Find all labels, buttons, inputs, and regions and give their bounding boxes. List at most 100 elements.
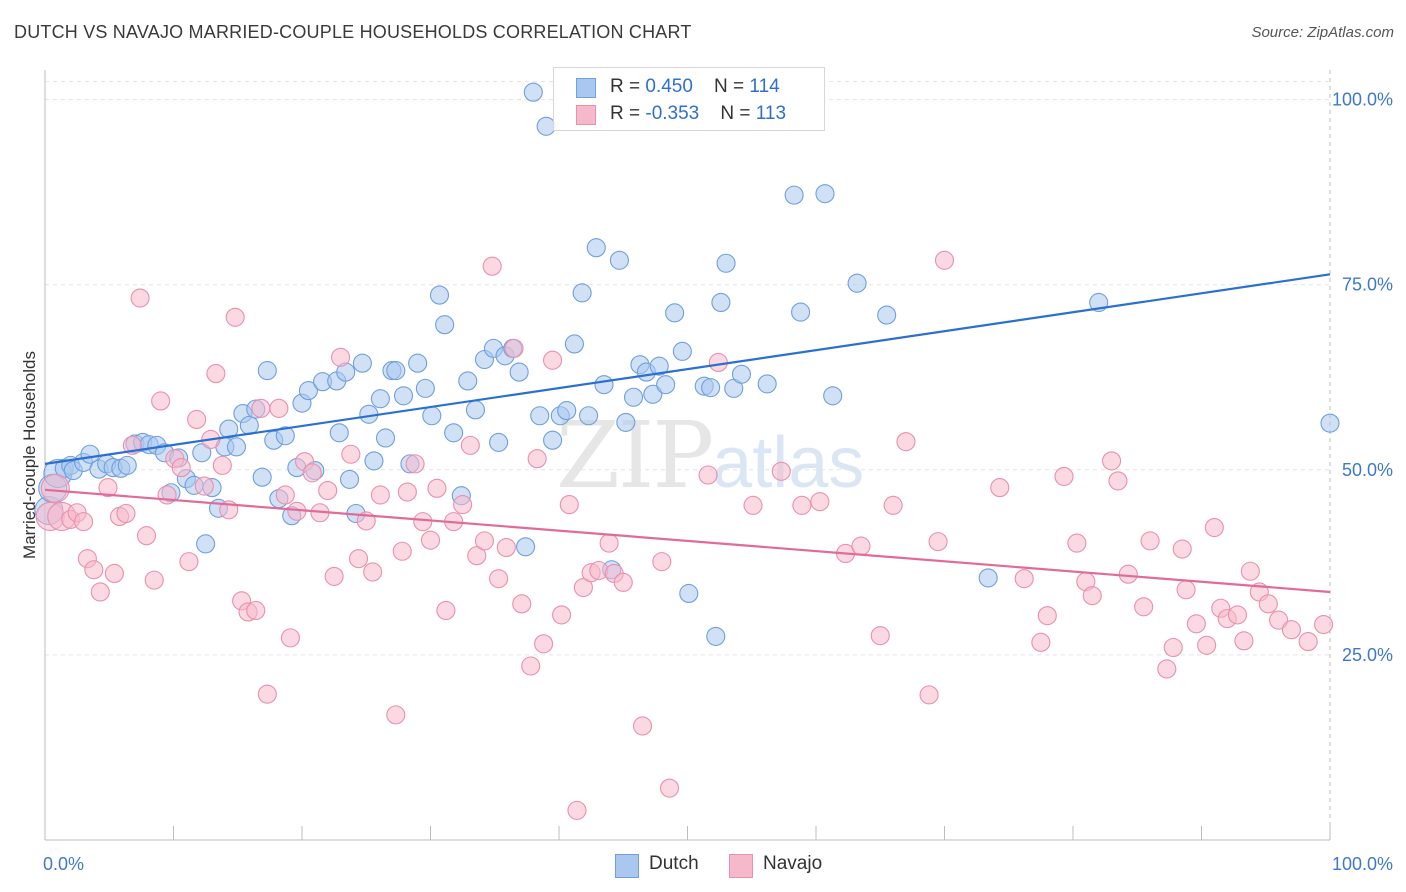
navajo-point [386, 705, 406, 725]
navajo-point [212, 455, 232, 475]
navajo-point [269, 398, 289, 418]
dutch-point [352, 353, 372, 373]
navajo-point [257, 684, 277, 704]
dutch-point [623, 387, 644, 407]
navajo-point [136, 526, 157, 546]
dutch-point [435, 315, 455, 335]
dutch-point [616, 412, 636, 432]
navajo-point [427, 478, 447, 498]
dutch-point [196, 534, 216, 554]
navajo-n-label: N = [720, 103, 756, 124]
navajo-point [1281, 620, 1301, 640]
navajo-point [413, 512, 433, 532]
navajo-point [187, 409, 207, 430]
navajo-point [919, 685, 939, 705]
navajo-point [521, 656, 541, 676]
navajo-point [1172, 539, 1192, 559]
dutch-point [393, 386, 414, 406]
navajo-point [420, 530, 441, 550]
navajo-point [171, 458, 191, 478]
dutch-point [656, 375, 676, 395]
dutch-point [716, 253, 736, 273]
navajo-point [116, 503, 136, 524]
y-tick-label: 75.0% [1342, 275, 1393, 295]
dutch-point [370, 389, 390, 409]
navajo-point [157, 485, 177, 505]
navajo-point [144, 570, 164, 590]
dutch-point [117, 455, 137, 475]
navajo-point [1054, 466, 1074, 487]
dutch-legend-label: Dutch [649, 853, 699, 874]
dutch-point [572, 283, 592, 303]
navajo-point [275, 485, 295, 505]
dutch-point [649, 356, 669, 376]
dutch-point [672, 341, 692, 361]
dutch-point [609, 250, 629, 270]
navajo-point [84, 560, 104, 580]
navajo-point [659, 778, 680, 798]
dutch-point [257, 361, 277, 381]
navajo-point [489, 569, 509, 589]
dutch-point [564, 334, 584, 354]
navajo-point [1031, 632, 1051, 652]
navajo-point [534, 634, 554, 654]
navajo-point [1108, 471, 1128, 491]
navajo-point [934, 250, 955, 270]
navajo-point [567, 800, 587, 820]
navajo-point [482, 256, 502, 276]
dutch-point [711, 292, 731, 313]
navajo-point [206, 364, 226, 384]
navajo-point [324, 566, 344, 586]
navajo-point [370, 485, 390, 505]
navajo-point [1014, 569, 1034, 589]
dutch-point [408, 353, 428, 373]
dutch-points [34, 82, 1340, 646]
dutch-point [386, 361, 406, 381]
navajo-point [1118, 564, 1138, 584]
axis-layer [44, 70, 1331, 841]
dutch-point [415, 378, 435, 398]
navajo-point [851, 536, 871, 556]
navajo-point [130, 288, 150, 308]
dutch-point [978, 568, 998, 588]
navajo-legend-swatch [729, 854, 753, 878]
y-tick-label: 100.0% [1332, 90, 1393, 110]
navajo-point [771, 461, 791, 481]
dutch-point [643, 384, 663, 404]
navajo-r-label: R = [610, 103, 646, 124]
navajo-point [104, 563, 124, 584]
y-tick-label: 25.0% [1342, 645, 1393, 665]
navajo-point [179, 552, 199, 572]
navajo-point [363, 562, 383, 582]
navajo-point [743, 495, 763, 515]
navajo-point [392, 541, 412, 561]
dutch-point [226, 437, 247, 457]
dutch-point [375, 428, 396, 448]
dutch-point [509, 362, 529, 382]
navajo-point [810, 492, 830, 512]
dutch-point [701, 378, 721, 398]
dutch-point [784, 185, 804, 205]
dutch-r-value: 0.450 [645, 76, 693, 97]
dutch-r-label: R = [610, 76, 646, 97]
navajo-point [1082, 586, 1102, 606]
dutch-point [594, 375, 614, 395]
navajo-point [474, 531, 495, 551]
navajo-point [1314, 614, 1334, 635]
navajo-point [436, 600, 456, 621]
dutch-point [252, 467, 272, 487]
dutch-n-label: N = [714, 76, 750, 97]
navajo-point [453, 495, 473, 515]
navajo-point [348, 549, 369, 569]
dutch-point [823, 386, 843, 406]
navajo-point [1134, 597, 1154, 617]
navajo-point [151, 391, 171, 411]
navajo-point [698, 465, 718, 485]
dutch-point [429, 285, 450, 305]
dutch-point [579, 406, 599, 426]
navajo-point [543, 350, 563, 370]
navajo-point [1163, 637, 1183, 658]
navajo-point [527, 449, 547, 469]
dutch-point [791, 302, 811, 322]
